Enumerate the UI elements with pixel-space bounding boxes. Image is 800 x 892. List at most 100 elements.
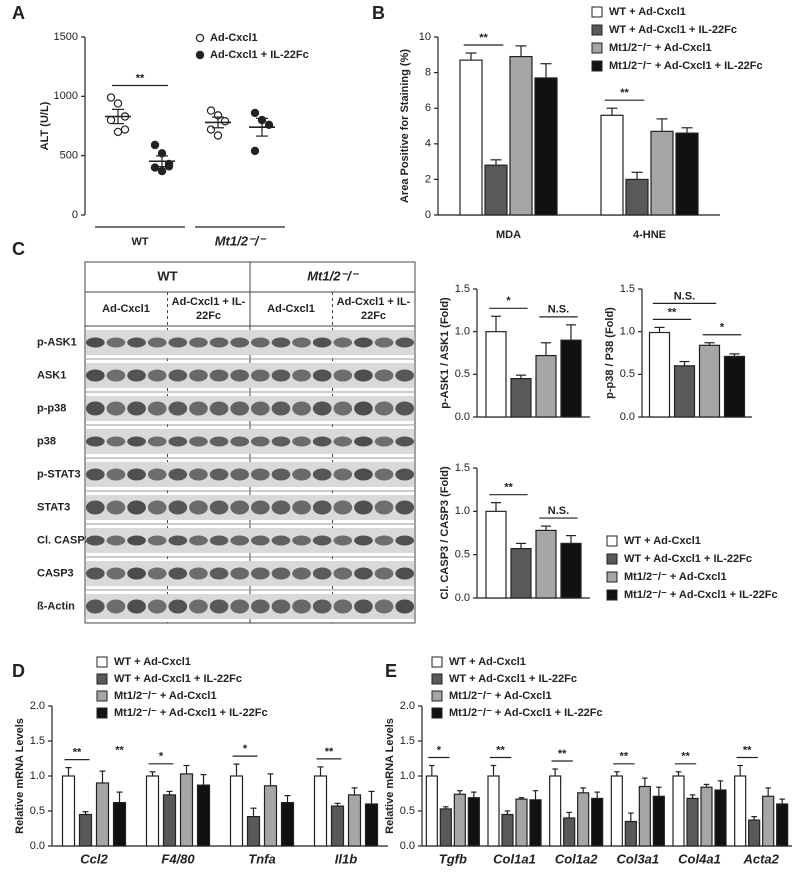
bar [162,794,177,847]
condition-label: Ad-Cxcl1 + IL-22Fc [336,296,411,322]
x-tick-label: Col1a1 [493,851,536,866]
band [251,468,270,481]
panel-label: B [372,3,385,23]
bar [577,792,590,847]
data-point [206,106,216,115]
x-tick-label: Tnfa [248,851,275,866]
band [86,535,105,546]
y-tick-label: 0.5 [455,549,470,561]
band [147,436,167,447]
bar [762,795,775,847]
x-tick-label: MDA [496,229,521,241]
band [354,500,373,515]
band [127,535,146,546]
group-header: WT [157,268,177,283]
band [127,436,146,447]
bar [600,114,624,216]
band [189,500,208,515]
band [147,535,167,546]
bar [625,178,649,216]
condition-label: Ad-Cxcl1 [102,303,150,315]
band [395,369,414,382]
data-point [220,117,230,126]
band [395,567,414,580]
band [292,401,311,416]
band [333,401,353,416]
legend-swatch [591,60,603,72]
band [292,567,311,580]
bar [535,529,557,599]
band [209,468,229,481]
y-axis-label: p-ASK1 / ASK1 (Fold) [439,297,451,409]
band [106,436,126,447]
bar [484,164,508,216]
band [168,599,188,614]
legend-label: Mt1/2⁻/⁻ + Ad-Cxcl1 + IL-22Fc [114,707,268,719]
bar [563,817,576,847]
y-tick-label: 2 [425,173,431,185]
significance-label: N.S. [674,290,695,302]
band [86,500,105,515]
band [271,337,291,348]
legend-swatch [606,589,618,601]
y-tick-label: 6 [425,102,431,114]
bar [485,510,507,599]
bar [591,797,604,847]
y-tick-label: 10 [419,31,431,43]
band [127,337,146,348]
legend-swatch [431,656,443,668]
bar [78,813,93,847]
significance-label: ** [115,745,124,757]
band [168,535,188,546]
bar [467,797,480,847]
band [292,337,311,348]
band [230,436,249,447]
bar [229,775,244,847]
y-tick-label: 500 [60,150,78,162]
row-label: p38 [37,435,56,447]
significance-label: * [243,743,248,755]
band [251,337,270,348]
bar [673,365,696,418]
band [189,567,208,580]
band [147,337,167,348]
y-tick-label: 1.5 [620,283,635,295]
bar [485,331,507,418]
y-tick-label: 1.0 [620,326,635,338]
bar [776,803,789,847]
bar [515,798,528,847]
band [333,436,353,447]
y-tick-label: 0.5 [455,368,470,380]
band [292,500,311,515]
band [106,468,126,481]
data-point [157,166,167,176]
band [271,599,291,614]
band [312,535,332,546]
band [292,436,311,447]
band [312,567,332,580]
legend-label: Mt1/2⁻/⁻ + Ad-Cxcl1 + IL-22Fc [609,60,763,72]
legend-label: WT + Ad-Cxcl1 + IL-22Fc [449,673,577,685]
band [333,535,353,546]
band [374,468,394,481]
band [168,337,188,348]
x-tick-label: Col4a1 [678,851,721,866]
band [251,567,270,580]
legend-swatch [431,690,443,702]
x-tick-label: F4/80 [161,851,195,866]
band [230,401,249,416]
band [168,500,188,515]
panel-label: E [385,661,397,681]
row-label: STAT3 [37,501,70,513]
x-tick-label: Ccl2 [80,851,108,866]
y-tick-label: 1500 [54,31,78,43]
band [312,599,332,614]
x-tick-label: WT [131,236,148,248]
band [189,436,208,447]
bar [61,775,76,847]
significance-label: ** [743,744,752,756]
legend-label: WT + Ad-Cxcl1 [449,656,526,668]
band [189,337,208,348]
y-tick-label: 0 [425,209,431,221]
